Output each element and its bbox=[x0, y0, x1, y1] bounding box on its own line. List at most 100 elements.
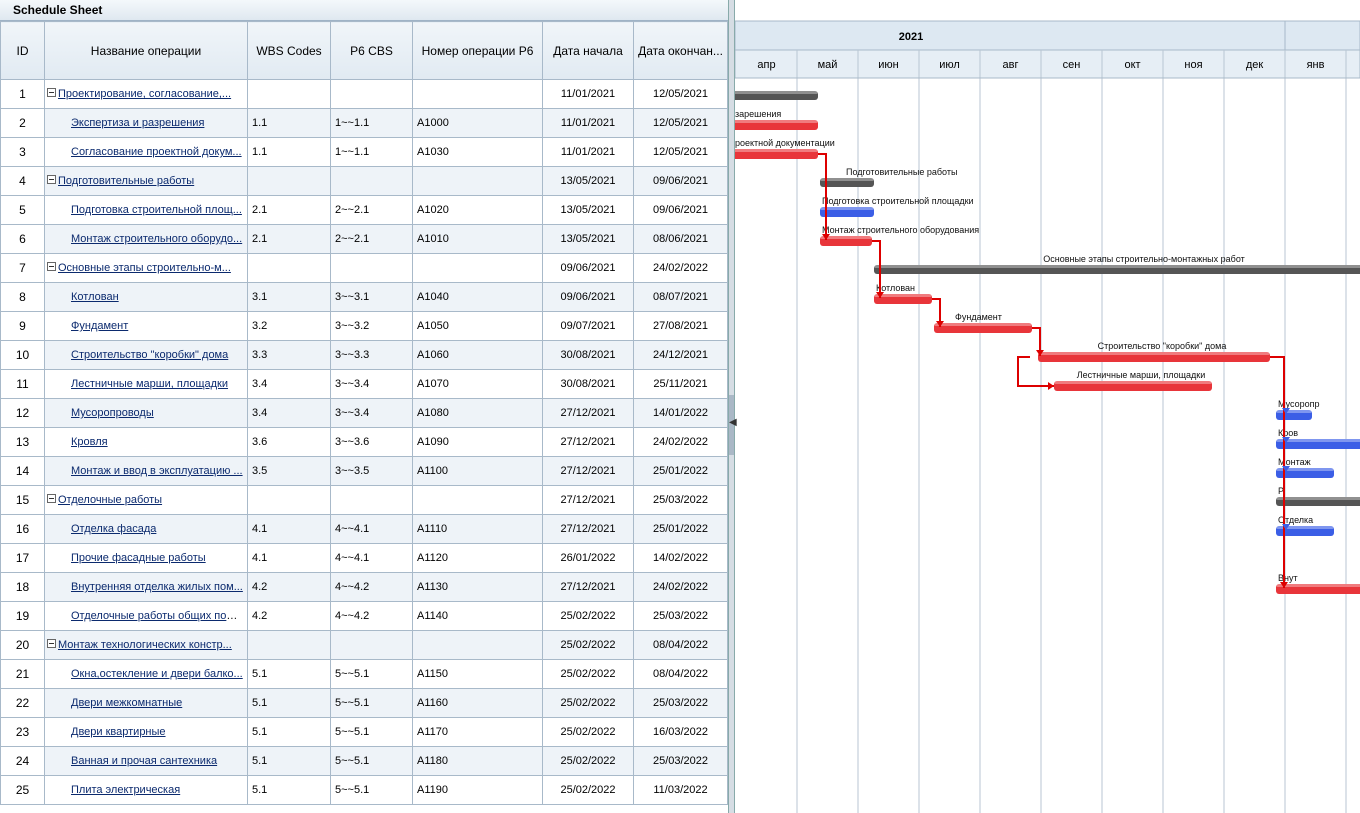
table-row[interactable]: 9 Фундамент 3.2 3~~3.2 A1050 09/07/2021 27/08/… bbox=[0, 311, 728, 341]
task-link[interactable]: Двери межкомнатные bbox=[71, 697, 183, 709]
table-row[interactable]: 16 Отделка фасада 4.1 4~~4.1 A1110 27/12/2021… bbox=[0, 514, 728, 544]
table-row[interactable]: 24 Ванная и прочая сантехника 5.1 5~~5.1 A11… bbox=[0, 746, 728, 776]
col-header-start[interactable]: Дата начала bbox=[542, 21, 634, 80]
wbs-code: 5.1 bbox=[247, 775, 331, 805]
table-row[interactable]: 23 Двери квартирные 5.1 5~~5.1 A1170 25/02/20… bbox=[0, 717, 728, 747]
col-header-wbs[interactable]: WBS Codes bbox=[247, 21, 331, 80]
pane-splitter[interactable]: ◀ bbox=[728, 0, 737, 813]
table-row[interactable]: 11 Лестничные марши, площадки 3.4 3~~3.4 A10… bbox=[0, 369, 728, 399]
table-row[interactable]: 10 Строительство "коробки" дома 3.3 3~~3.3 A… bbox=[0, 340, 728, 370]
collapse-toggle-icon[interactable] bbox=[47, 639, 56, 648]
task-link[interactable]: Проектирование, согласование,... bbox=[58, 88, 232, 100]
gantt-bar-label: Кров bbox=[1278, 428, 1298, 438]
task-link[interactable]: Основные этапы строительно-м... bbox=[58, 262, 231, 274]
col-header-id[interactable]: ID bbox=[0, 21, 45, 80]
task-link[interactable]: Согласование проектной докум... bbox=[71, 146, 242, 158]
table-row[interactable]: 12 Мусоропроводы 3.4 3~~3.4 A1080 27/12/2021 1… bbox=[0, 398, 728, 428]
gantt-bar bbox=[1276, 497, 1360, 506]
gantt-bar-label: Р bbox=[1278, 486, 1284, 496]
table-row[interactable]: 21 Окна,остекление и двери балко... 5.1 5~~… bbox=[0, 659, 728, 689]
task-link[interactable]: Лестничные марши, площадки bbox=[71, 378, 229, 390]
row-id: 15 bbox=[0, 485, 45, 515]
wbs-code: 3.6 bbox=[247, 427, 331, 457]
task-link[interactable]: Подготовительные работы bbox=[58, 175, 195, 187]
table-row[interactable]: 8 Котлован 3.1 3~~3.1 A1040 09/06/2021 08/07/2… bbox=[0, 282, 728, 312]
task-link[interactable]: Кровля bbox=[71, 436, 108, 448]
col-header-op[interactable]: Номер операции P6 bbox=[412, 21, 543, 80]
task-link[interactable]: Ванная и прочая сантехника bbox=[71, 755, 218, 767]
end-date: 14/01/2022 bbox=[633, 398, 728, 428]
task-link[interactable]: Монтаж и ввод в эксплуатацию ... bbox=[71, 465, 243, 477]
month-label: ноя bbox=[1184, 59, 1202, 71]
col-header-end[interactable]: Дата окончан... bbox=[633, 21, 728, 80]
dependency-arrow bbox=[1282, 466, 1290, 472]
dependency-arrow bbox=[822, 234, 830, 240]
table-row[interactable]: 4 Подготовительные работы 13/05/2021 09/06/… bbox=[0, 166, 728, 196]
col-header-name[interactable]: Название операции bbox=[44, 21, 248, 80]
task-link[interactable]: Отделка фасада bbox=[71, 523, 157, 535]
dependency-arrow bbox=[1282, 437, 1290, 443]
task-link[interactable]: Окна,остекление и двери балко... bbox=[71, 668, 243, 680]
task-link[interactable]: Отделочные работы bbox=[58, 494, 163, 506]
table-row[interactable]: 14 Монтаж и ввод в эксплуатацию ... 3.5 3~~… bbox=[0, 456, 728, 486]
table-row[interactable]: 13 Кровля 3.6 3~~3.6 A1090 27/12/2021 24/02/20… bbox=[0, 427, 728, 457]
dependency-arrow bbox=[876, 292, 884, 298]
table-row[interactable]: 2 Экспертиза и разрешения 1.1 1~~1.1 A1000 11… bbox=[0, 108, 728, 138]
gantt-bar-label: зарешения bbox=[735, 109, 781, 119]
task-link[interactable]: Плита электрическая bbox=[71, 784, 181, 796]
op-number: A1100 bbox=[412, 456, 543, 486]
task-link[interactable]: Строительство "коробки" дома bbox=[71, 349, 229, 361]
task-link[interactable]: Подготовка строительной площ... bbox=[71, 204, 242, 216]
gantt-bar bbox=[735, 149, 818, 159]
cbs-code: 5~~5.1 bbox=[330, 688, 413, 718]
start-date: 25/02/2022 bbox=[542, 746, 634, 776]
task-link[interactable]: Монтаж строительного оборудо... bbox=[71, 233, 243, 245]
start-date: 25/02/2022 bbox=[542, 659, 634, 689]
gantt-bar-label: Монтаж bbox=[1278, 457, 1311, 467]
table-row[interactable]: 5 Подготовка строительной площ... 2.1 2~~2.… bbox=[0, 195, 728, 225]
task-link[interactable]: Мусоропроводы bbox=[71, 407, 154, 419]
table-row[interactable]: 18 Внутренняя отделка жилых пом... 4.2 4~~4… bbox=[0, 572, 728, 602]
row-id: 2 bbox=[0, 108, 45, 138]
wbs-code bbox=[247, 253, 331, 283]
gantt-bar bbox=[1054, 381, 1212, 391]
gantt-bar-label: Подготовка строительной площадки bbox=[822, 196, 974, 206]
op-number: A1150 bbox=[412, 659, 543, 689]
table-row[interactable]: 3 Согласование проектной докум... 1.1 1~~1.… bbox=[0, 137, 728, 167]
op-number: A1180 bbox=[412, 746, 543, 776]
collapse-toggle-icon[interactable] bbox=[47, 494, 56, 503]
table-row[interactable]: 22 Двери межкомнатные 5.1 5~~5.1 A1160 25/02/… bbox=[0, 688, 728, 718]
task-link[interactable]: Фундамент bbox=[71, 320, 129, 332]
col-header-cbs[interactable]: P6 CBS bbox=[330, 21, 413, 80]
task-link[interactable]: Котлован bbox=[71, 291, 119, 303]
table-row[interactable]: 15 Отделочные работы 27/12/2021 25/03/2022 bbox=[0, 485, 728, 515]
task-name: Монтаж строительного оборудо... bbox=[44, 224, 248, 254]
table-row[interactable]: 20 Монтаж технологических констр... 25/02/… bbox=[0, 630, 728, 660]
table-row[interactable]: 17 Прочие фасадные работы 4.1 4~~4.1 A1120 26… bbox=[0, 543, 728, 573]
start-date: 11/01/2021 bbox=[542, 108, 634, 138]
table-row[interactable]: 19 Отделочные работы общих пом... 4.2 4~~4.… bbox=[0, 601, 728, 631]
end-date: 08/07/2021 bbox=[633, 282, 728, 312]
task-link[interactable]: Прочие фасадные работы bbox=[71, 552, 206, 564]
row-id: 23 bbox=[0, 717, 45, 747]
task-link[interactable]: Отделочные работы общих пом... bbox=[71, 610, 244, 622]
table-row[interactable]: 7 Основные этапы строительно-м... 09/06/20… bbox=[0, 253, 728, 283]
gantt-bar bbox=[820, 236, 872, 246]
collapse-toggle-icon[interactable] bbox=[47, 262, 56, 271]
table-row[interactable]: 6 Монтаж строительного оборудо... 2.1 2~~2.… bbox=[0, 224, 728, 254]
task-link[interactable]: Монтаж технологических констр... bbox=[58, 639, 232, 651]
collapse-handle[interactable]: ◀ bbox=[729, 395, 737, 455]
task-name: Двери квартирные bbox=[44, 717, 248, 747]
gantt-bar-shine bbox=[1276, 468, 1334, 471]
wbs-code: 4.2 bbox=[247, 601, 331, 631]
collapse-toggle-icon[interactable] bbox=[47, 175, 56, 184]
task-link[interactable]: Экспертиза и разрешения bbox=[71, 117, 205, 129]
task-link[interactable]: Внутренняя отделка жилых пом... bbox=[71, 581, 243, 593]
task-link[interactable]: Двери квартирные bbox=[71, 726, 166, 738]
start-date: 30/08/2021 bbox=[542, 369, 634, 399]
table-row[interactable]: 1 Проектирование, согласование,... 11/01/2… bbox=[0, 79, 728, 109]
dependency-link bbox=[1270, 356, 1285, 588]
op-number: A1090 bbox=[412, 427, 543, 457]
collapse-toggle-icon[interactable] bbox=[47, 88, 56, 97]
table-row[interactable]: 25 Плита электрическая 5.1 5~~5.1 A1190 25/02… bbox=[0, 775, 728, 805]
